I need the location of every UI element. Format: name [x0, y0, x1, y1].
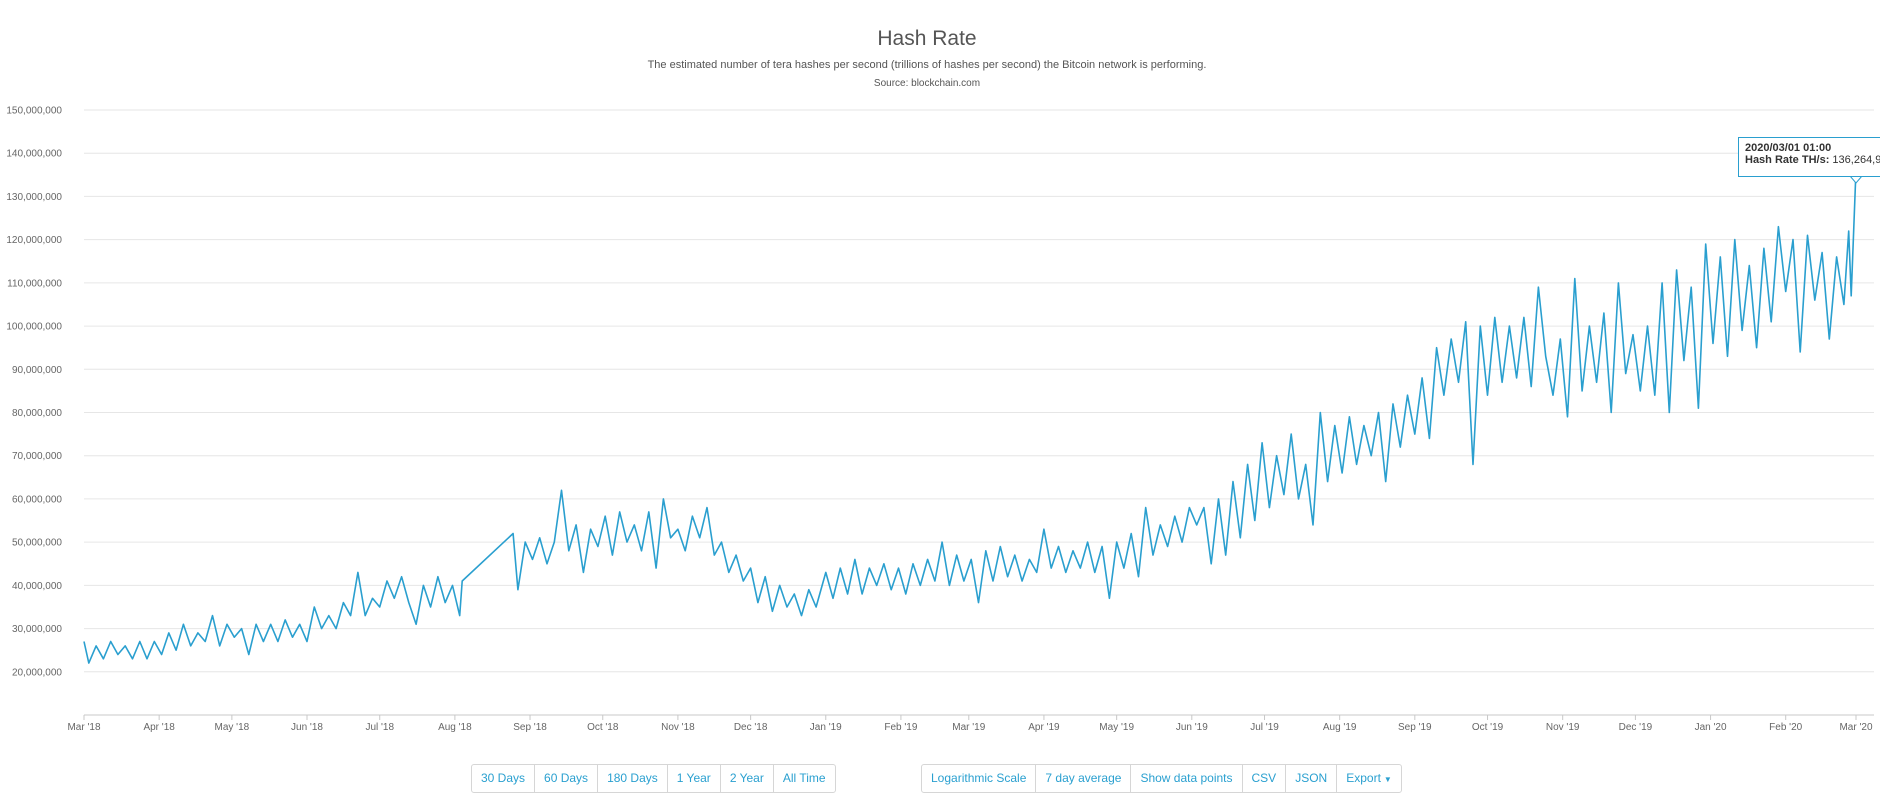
range-1-year-button[interactable]: 1 Year: [668, 765, 721, 792]
y-tick-label: 60,000,000: [12, 494, 62, 505]
csv-button[interactable]: CSV: [1243, 765, 1287, 792]
y-axis-ticks: 20,000,000 30,000,000 40,000,000 50,000,000…: [6, 106, 62, 679]
hash-rate-chart: 20,000,000 30,000,000 40,000,000 50,000,000…: [6, 106, 1874, 733]
show-data-points-button[interactable]: Show data points: [1131, 765, 1243, 792]
x-tick-label: Jan '19: [810, 722, 842, 733]
x-tick-label: Oct '19: [1472, 722, 1504, 733]
grid-lines: [84, 109, 1874, 673]
x-tick-label: Jun '18: [291, 722, 323, 733]
x-tick-label: Jan '20: [1695, 722, 1727, 733]
data-tooltip: 2020/03/01 01:00 Hash Rate TH/s: 136,264…: [1738, 137, 1880, 177]
caret-down-icon: ▼: [1383, 775, 1392, 784]
y-tick-label: 40,000,000: [12, 581, 62, 592]
y-tick-label: 150,000,000: [6, 106, 62, 117]
json-button[interactable]: JSON: [1286, 765, 1338, 792]
x-tick-label: Nov '18: [661, 722, 695, 733]
tooltip-date: 2020/03/01 01:00: [1745, 142, 1832, 154]
x-tick-label: Feb '20: [1769, 722, 1802, 733]
x-tick-label: Jul '18: [365, 722, 394, 733]
chart-subtitle: The estimated number of tera hashes per …: [647, 59, 1207, 71]
x-tick-label: Aug '18: [438, 722, 472, 733]
x-tick-label: Apr '18: [143, 722, 175, 733]
x-tick-label: Dec '19: [1619, 722, 1653, 733]
y-tick-label: 80,000,000: [12, 408, 62, 419]
y-tick-label: 50,000,000: [12, 538, 62, 549]
range-all-time-button[interactable]: All Time: [782, 771, 826, 785]
x-tick-label: Nov '19: [1546, 722, 1580, 733]
x-tick-label: May '19: [1099, 722, 1134, 733]
chart-title: Hash Rate: [877, 27, 977, 50]
x-tick-label: Mar '19: [952, 722, 985, 733]
y-tick-label: 120,000,000: [6, 235, 62, 246]
range-30-days-button[interactable]: 30 Days: [472, 765, 536, 792]
x-tick-label: Jun '19: [1176, 722, 1208, 733]
y-tick-label: 140,000,000: [6, 149, 62, 160]
export-dropdown-button[interactable]: Export ▼: [1337, 765, 1401, 792]
logarithmic-scale-button[interactable]: Logarithmic Scale: [922, 765, 1037, 792]
y-tick-label: 90,000,000: [12, 365, 62, 376]
hash-rate-series-line[interactable]: [83, 169, 1857, 664]
export-label: Export: [1346, 771, 1381, 785]
range-2-year-button[interactable]: 2 Year: [721, 765, 774, 792]
chart-options-button-group: Logarithmic Scale 7 day average Show dat…: [921, 764, 1402, 793]
x-tick-label: Feb '19: [884, 722, 917, 733]
range-60-days-button[interactable]: 60 Days: [535, 765, 599, 792]
x-tick-label: Apr '19: [1028, 722, 1060, 733]
x-tick-label: Dec '18: [734, 722, 768, 733]
seven-day-average-button[interactable]: 7 day average: [1036, 765, 1132, 792]
time-range-button-group: 30 Days 60 Days 180 Days 1 Year 2 Year A…: [471, 764, 836, 793]
tooltip-label: Hash Rate TH/s:: [1745, 154, 1830, 166]
x-tick-label: Jul '19: [1250, 722, 1279, 733]
x-tick-label: Mar '18: [67, 722, 100, 733]
y-tick-label: 30,000,000: [12, 624, 62, 635]
tooltip-pointer: [1849, 175, 1863, 184]
y-tick-label: 70,000,000: [12, 451, 62, 462]
x-tick-label: Sep '19: [1398, 722, 1432, 733]
tooltip-value: 136,264,98: [1832, 154, 1880, 166]
range-180-days-button[interactable]: 180 Days: [598, 765, 668, 792]
x-axis-ticks: Mar '18 Apr '18 May '18 Jun '18 Jul '18 Aug '…: [67, 715, 1873, 733]
y-tick-label: 130,000,000: [6, 192, 62, 203]
x-tick-label: Oct '18: [587, 722, 619, 733]
x-tick-label: Aug '19: [1323, 722, 1357, 733]
y-tick-label: 100,000,000: [6, 322, 62, 333]
x-tick-label: May '18: [215, 722, 250, 733]
y-tick-label: 20,000,000: [12, 667, 62, 678]
x-tick-label: Mar '20: [1839, 722, 1872, 733]
y-tick-label: 110,000,000: [7, 278, 62, 289]
x-tick-label: Sep '18: [513, 722, 547, 733]
chart-source: Source: blockchain.com: [873, 78, 981, 89]
